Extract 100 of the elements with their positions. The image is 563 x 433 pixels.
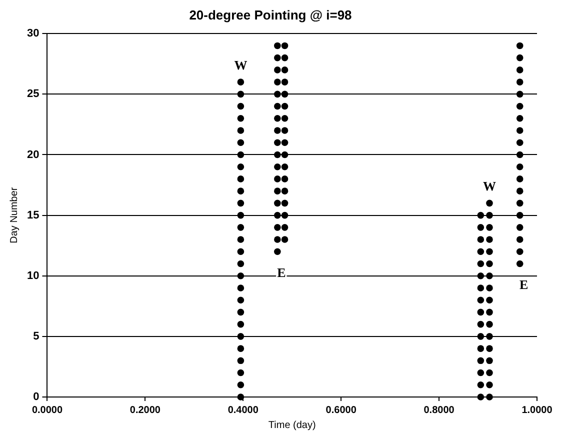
point <box>237 127 244 134</box>
point <box>274 42 281 50</box>
point <box>237 212 244 219</box>
point <box>516 163 524 170</box>
point <box>237 272 244 280</box>
point <box>281 54 288 62</box>
point <box>516 188 524 194</box>
point <box>516 114 524 122</box>
y-tick-label: 0 <box>33 391 40 404</box>
x-tick-label: 0.8000 <box>424 404 455 416</box>
point <box>237 369 244 376</box>
point <box>237 308 244 316</box>
point <box>281 127 288 134</box>
point <box>237 139 244 146</box>
point <box>274 212 281 219</box>
point <box>237 236 244 243</box>
point <box>281 224 288 231</box>
point <box>477 212 484 219</box>
point <box>486 345 493 352</box>
point <box>477 381 484 388</box>
point <box>516 42 524 50</box>
point <box>274 248 281 256</box>
point <box>486 296 493 304</box>
point <box>281 78 288 86</box>
annotation: E <box>520 277 528 292</box>
point <box>237 394 244 400</box>
y-tick-label: 15 <box>26 209 40 222</box>
point <box>237 320 244 328</box>
point <box>486 224 493 231</box>
point <box>281 66 288 74</box>
y-tick-label: 5 <box>33 330 40 342</box>
point <box>237 224 244 231</box>
point <box>281 102 288 110</box>
point <box>486 394 493 400</box>
point <box>237 114 244 122</box>
point <box>486 284 493 292</box>
point <box>237 90 244 98</box>
point <box>281 176 288 182</box>
point <box>274 114 281 122</box>
point <box>516 66 524 74</box>
point <box>477 284 484 292</box>
point <box>274 176 281 182</box>
point <box>477 224 484 231</box>
point <box>486 248 493 256</box>
x-tick-label: 0.0000 <box>32 404 63 416</box>
point <box>281 212 288 219</box>
point <box>486 308 493 316</box>
point <box>237 333 244 340</box>
point <box>486 369 493 376</box>
point <box>486 357 493 364</box>
x-tick-label: 0.4000 <box>228 404 259 416</box>
point <box>281 151 288 158</box>
x-tick-label: 0.2000 <box>130 404 161 416</box>
point <box>516 54 524 62</box>
point <box>274 127 281 134</box>
annotation: W <box>234 57 248 72</box>
point <box>516 200 524 207</box>
point <box>477 333 484 340</box>
point <box>477 345 484 352</box>
point <box>237 78 244 86</box>
point <box>516 78 524 86</box>
point <box>516 224 524 231</box>
point <box>486 200 493 207</box>
y-tick-label: 20 <box>26 148 40 161</box>
point <box>516 139 524 146</box>
point <box>477 248 484 256</box>
point <box>486 320 493 328</box>
point <box>237 381 244 388</box>
point <box>477 394 484 400</box>
point <box>281 200 288 207</box>
point <box>281 139 288 146</box>
annotation: E <box>277 265 286 280</box>
point <box>486 212 493 219</box>
point <box>281 42 288 50</box>
point <box>237 102 244 110</box>
point <box>516 260 524 268</box>
point <box>237 296 244 304</box>
point <box>281 236 288 243</box>
point <box>516 151 524 158</box>
y-tick-label: 30 <box>26 28 40 40</box>
point <box>274 151 281 158</box>
point <box>274 66 281 74</box>
point <box>237 260 244 268</box>
point <box>477 320 484 328</box>
x-tick-label: 0.6000 <box>326 404 357 416</box>
point <box>486 260 493 268</box>
y-axis-title: Day Number <box>8 186 20 244</box>
point <box>237 188 244 194</box>
point <box>274 236 281 243</box>
point <box>486 333 493 340</box>
point <box>274 163 281 170</box>
point <box>281 90 288 98</box>
point <box>281 188 288 194</box>
point <box>281 163 288 170</box>
point <box>237 345 244 352</box>
point <box>237 200 244 207</box>
point <box>237 248 244 256</box>
point <box>516 236 524 243</box>
point <box>477 236 484 243</box>
point <box>516 176 524 182</box>
